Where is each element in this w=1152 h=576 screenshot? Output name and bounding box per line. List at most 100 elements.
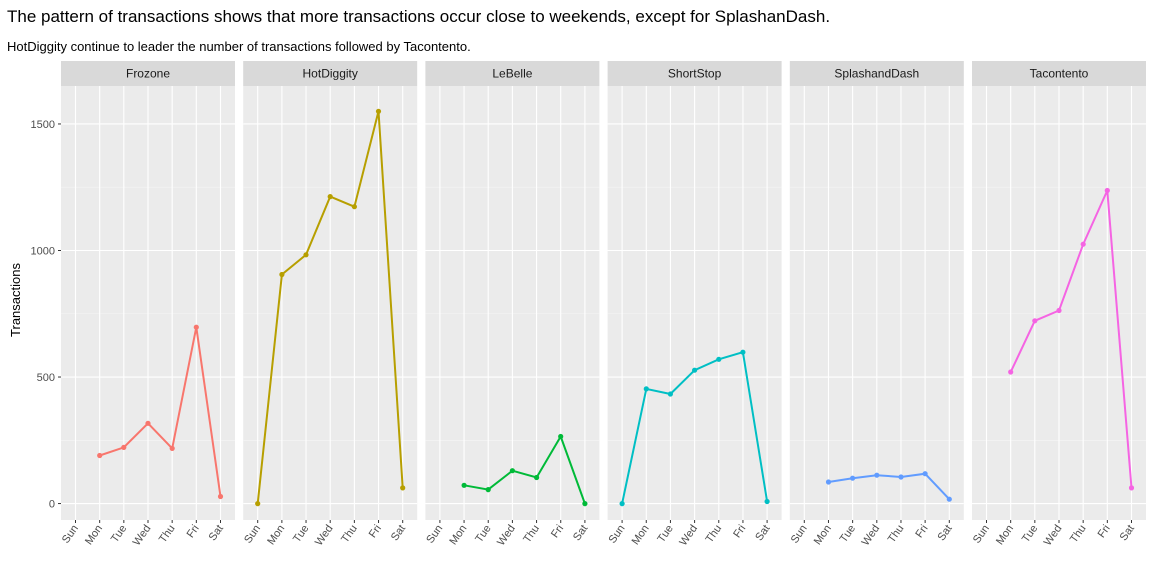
x-tick-label: Mon [265,523,287,547]
facet-strip [425,61,600,86]
data-point [692,367,698,373]
x-tick-label: Wed [1042,523,1065,548]
x-tick-label: Sun [971,523,992,546]
x-tick-label: Tue [109,523,129,545]
x-tick-label: Wed [313,523,336,548]
data-point [193,324,199,330]
facet-strip [61,61,235,86]
data-point [898,474,904,480]
data-point [716,356,722,362]
x-tick-label: Thu [1068,523,1089,545]
data-point [922,471,928,477]
x-tick-label: Wed [131,523,154,548]
y-tick-label: 1500 [31,119,55,131]
facet-strip-label: Frozone [126,67,170,81]
x-tick-label: Thu [157,523,178,545]
facet-panel: Tacontento Sun Mon Tue Wed Thu Fri Sat [971,61,1146,548]
facet-strip-label: ShortStop [668,67,722,81]
data-point [667,391,674,397]
x-tick-label: Sat [1118,523,1137,543]
data-point [1008,369,1014,375]
series-line [828,472,951,500]
x-tick-label: Mon [447,523,469,547]
x-tick-label: Mon [83,523,105,547]
facet-strip-label: HotDiggity [303,67,358,81]
x-tick-label: Sun [60,523,81,546]
data-point [169,445,175,451]
facet-panel: HotDiggity Sun Mon Tue Wed Thu Fri Sat [242,61,418,548]
data-point [874,472,880,478]
data-point [619,501,625,507]
y-tick-label: 1000 [31,245,55,257]
x-tick-label: Fri [913,523,930,540]
x-tick-label: Sat [753,523,772,543]
data-point [279,271,285,278]
data-point [121,444,127,450]
x-tick-label: Tue [1020,523,1040,545]
x-tick-label: Wed [677,523,700,548]
x-tick-label: Sat [389,523,408,543]
x-tick-label: Sun [606,523,627,546]
facet-panel: LeBelle Sun Mon Tue Wed Thu Fri Sat [424,61,600,548]
x-tick-label: Tue [838,523,858,545]
data-point [375,108,382,114]
data-point [1104,187,1110,194]
data-point [145,420,151,426]
x-tick-label: Fri [549,523,566,540]
data-point [582,501,588,507]
data-point [850,475,856,481]
x-tick-label: Mon [630,523,652,547]
x-tick-label: Sun [789,523,810,546]
y-tick-label: 500 [37,372,55,384]
data-point [509,468,515,474]
x-tick-label: Sat [571,523,590,543]
x-tick-label: Tue [473,523,493,545]
data-point [643,386,649,392]
series-line [463,434,586,504]
data-point [764,498,770,505]
data-point [534,474,540,481]
data-point [217,493,224,500]
facet-panel: SplashandDash Sun Mon Tue Wed Thu Fri Sat [789,61,964,548]
data-point [1080,241,1086,247]
data-point [303,252,309,258]
x-tick-label: Fri [731,523,748,540]
data-point [1056,307,1062,314]
facet-strip-label: SplashandDash [834,67,919,81]
x-tick-label: Mon [994,523,1016,547]
facet-strip-label: LeBelle [492,67,532,81]
data-point [825,479,832,485]
facet-strip [607,61,782,86]
x-tick-label: Wed [495,523,518,548]
x-tick-label: Sat [207,523,226,543]
x-tick-label: Fri [1096,523,1113,540]
x-tick-label: Tue [655,523,675,545]
data-point [1032,318,1038,324]
data-point [485,487,491,493]
facet-strip [243,61,418,86]
x-tick-label: Sat [935,523,954,543]
chart-title: The pattern of transactions shows that m… [7,7,830,26]
x-tick-label: Sun [242,523,263,546]
chart-subtitle: HotDiggity continue to leader the number… [7,39,471,54]
y-tick-label: 0 [49,499,55,511]
data-point [1128,485,1135,491]
x-tick-label: Fri [367,523,384,540]
data-point [351,204,357,210]
facet-strip [972,61,1146,86]
x-tick-label: Thu [521,523,542,545]
data-point [946,496,952,502]
data-point [400,485,406,491]
x-tick-label: Wed [860,523,883,548]
data-point [97,452,103,459]
facet-panel: Frozone Sun Mon Tue Wed Thu Fri Sat [60,61,235,548]
data-point [327,194,333,200]
x-tick-label: Mon [812,523,834,547]
facet-strip-label: Tacontento [1030,67,1089,81]
x-tick-label: Sun [424,523,445,546]
series-line [1009,190,1133,488]
data-point [461,482,467,488]
